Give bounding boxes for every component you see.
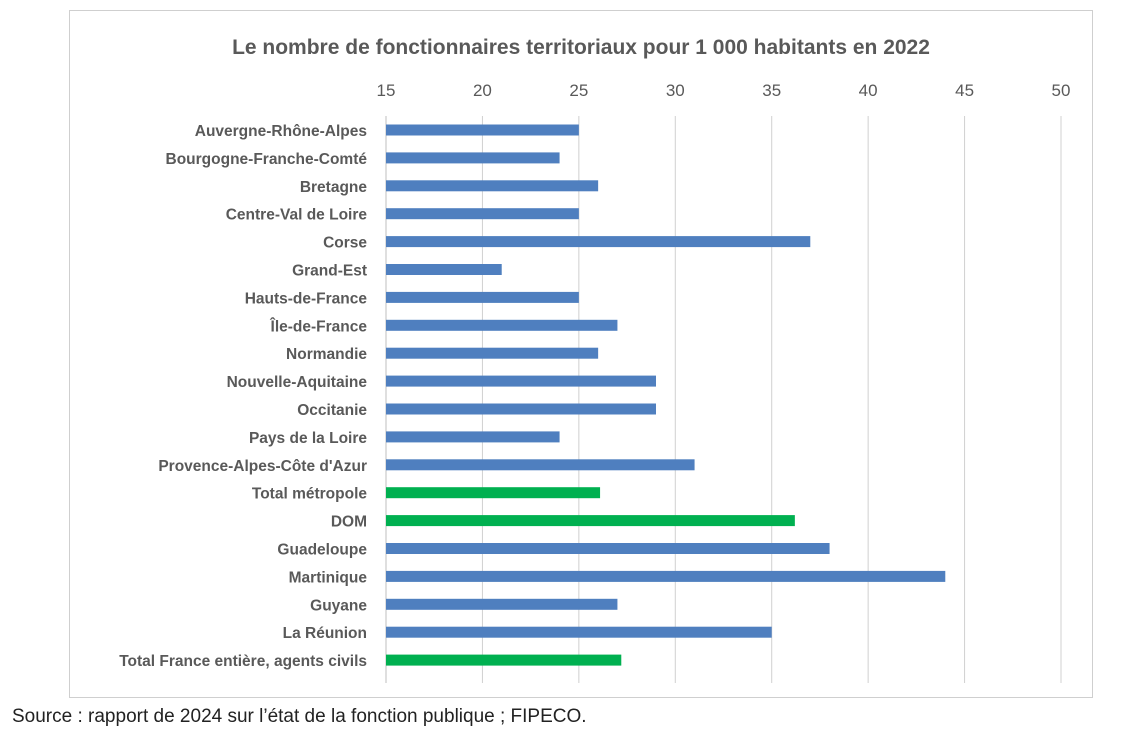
category-label: Guadeloupe bbox=[277, 542, 367, 559]
x-tick-label: 40 bbox=[859, 81, 878, 100]
bar bbox=[386, 264, 502, 275]
bar bbox=[386, 347, 599, 359]
bar bbox=[386, 543, 830, 554]
bar bbox=[386, 459, 695, 471]
source-note: Source : rapport de 2024 sur l’état de l… bbox=[12, 706, 587, 727]
bar bbox=[386, 431, 560, 443]
bar-chart: Le nombre de fonctionnaires territoriaux… bbox=[119, 36, 1071, 683]
x-tick-label: 35 bbox=[762, 81, 781, 100]
bar bbox=[386, 291, 579, 303]
bar bbox=[386, 375, 656, 387]
bar bbox=[386, 515, 795, 527]
category-label: Grand-Est bbox=[292, 263, 367, 280]
category-label: Hauts-de-France bbox=[245, 290, 368, 307]
x-axis-ticks: 15 20 25 30 35 40 45 50 bbox=[377, 81, 1071, 100]
x-tick-label: 45 bbox=[955, 81, 974, 100]
category-label: Bretagne bbox=[300, 179, 368, 196]
bar bbox=[386, 570, 946, 582]
category-labels: Auvergne-Rhône-Alpes Bourgogne-Franche-Co… bbox=[119, 123, 367, 670]
bar bbox=[386, 124, 579, 136]
category-label: Corse bbox=[323, 235, 367, 252]
bar bbox=[386, 208, 579, 220]
category-label: Auvergne-Rhône-Alpes bbox=[195, 123, 367, 140]
category-label: La Réunion bbox=[283, 625, 367, 642]
bar bbox=[386, 236, 811, 248]
category-label: Total France entière, agents civils bbox=[119, 653, 367, 670]
x-tick-label: 50 bbox=[1052, 81, 1071, 100]
category-label: DOM bbox=[331, 514, 367, 531]
x-tick-label: 15 bbox=[377, 81, 396, 100]
category-label: Provence-Alpes-Côte d'Azur bbox=[158, 458, 367, 475]
bar bbox=[386, 654, 622, 666]
category-label: Bourgogne-Franche-Comté bbox=[166, 151, 368, 168]
category-label: Île-de-France bbox=[270, 317, 368, 335]
category-label: Occitanie bbox=[297, 402, 367, 419]
chart-frame: Le nombre de fonctionnaires territoriaux… bbox=[69, 10, 1093, 698]
x-tick-label: 25 bbox=[569, 81, 588, 100]
bar bbox=[386, 319, 618, 331]
bars bbox=[386, 124, 946, 666]
category-label: Centre-Val de Loire bbox=[226, 207, 368, 224]
bar bbox=[386, 626, 772, 638]
category-label: Pays de la Loire bbox=[249, 430, 367, 447]
gridlines bbox=[385, 116, 1062, 683]
bar bbox=[386, 487, 601, 499]
chart-title: Le nombre de fonctionnaires territoriaux… bbox=[232, 36, 930, 59]
x-tick-label: 20 bbox=[473, 81, 492, 100]
bar bbox=[386, 403, 656, 415]
bar bbox=[386, 598, 618, 610]
x-tick-label: 30 bbox=[666, 81, 685, 100]
bar bbox=[386, 152, 560, 164]
category-label: Guyane bbox=[310, 597, 367, 614]
category-label: Total métropole bbox=[252, 486, 367, 503]
bar bbox=[386, 180, 599, 192]
category-label: Nouvelle-Aquitaine bbox=[227, 374, 368, 391]
category-label: Normandie bbox=[286, 346, 367, 363]
category-label: Martinique bbox=[289, 569, 368, 586]
